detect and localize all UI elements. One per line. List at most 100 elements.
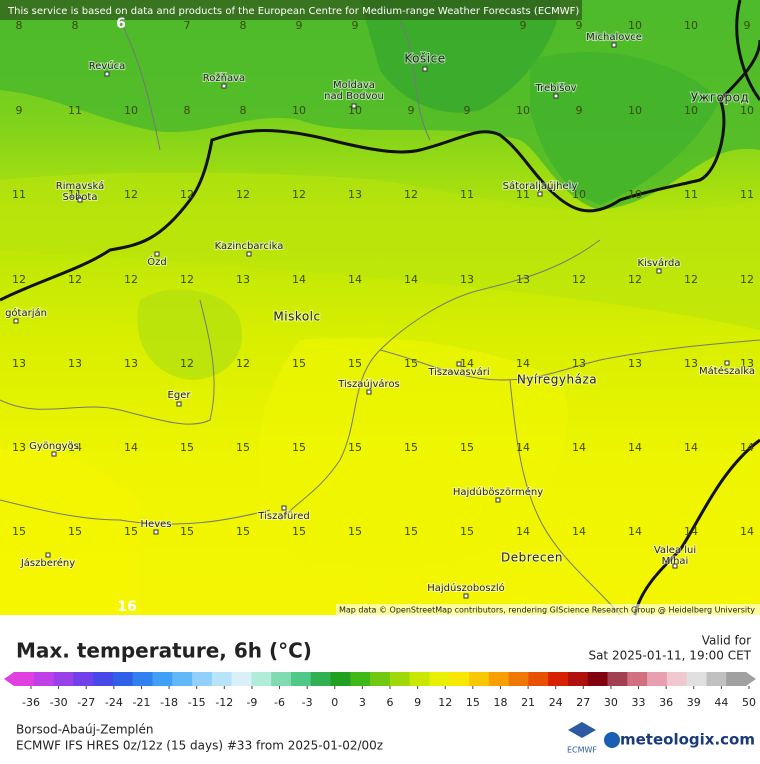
- temperature-value: 10: [628, 188, 642, 201]
- temperature-value: 9: [296, 19, 303, 32]
- city-dot: [104, 71, 110, 77]
- temperature-value: 10: [572, 188, 586, 201]
- city-label: Kazincbarcika: [215, 241, 284, 252]
- colorbar-segment: [251, 672, 272, 686]
- city-label: Miskolc: [273, 310, 320, 324]
- city-dot: [495, 497, 501, 503]
- temperature-value: 15: [68, 525, 82, 538]
- colorbar-tick-label: -6: [274, 696, 285, 709]
- city-dot: [154, 251, 160, 257]
- temperature-value: 13: [740, 357, 754, 370]
- temperature-value: 9: [408, 104, 415, 117]
- colorbar-segment: [330, 672, 351, 686]
- temperature-value: 10: [628, 19, 642, 32]
- temperature-value: 11: [12, 188, 26, 201]
- colorbar-tick-label: -12: [215, 696, 233, 709]
- temperature-value: 13: [12, 441, 26, 454]
- temperature-value: 13: [460, 273, 474, 286]
- temperature-value: 15: [292, 525, 306, 538]
- colorbar-segment: [290, 672, 312, 686]
- city-dot: [553, 93, 559, 99]
- colorbar-tick-label: 12: [438, 696, 452, 709]
- temperature-value: 12: [124, 188, 138, 201]
- temperature-value: 12: [740, 273, 754, 286]
- colorbar-tick-label: 39: [687, 696, 701, 709]
- colorbar-segment: [508, 672, 529, 686]
- temperature-value: 8: [72, 19, 79, 32]
- temperature-value: 15: [348, 525, 362, 538]
- temperature-value: 15: [292, 357, 306, 370]
- temperature-value: 12: [12, 273, 26, 286]
- city-label: Rimavská: [56, 180, 104, 192]
- temperature-value: 10: [516, 104, 530, 117]
- city-label: Ужгород: [691, 91, 750, 105]
- colorbar-segment: [409, 672, 430, 686]
- colorbar-tick-label: 24: [549, 696, 563, 709]
- temperature-value: 14: [516, 357, 530, 370]
- temperature-value: 12: [124, 273, 138, 286]
- city-label: Trebišov: [534, 82, 576, 94]
- temperature-value: 14: [68, 441, 82, 454]
- city-dot: [246, 251, 252, 257]
- legend-title: Max. temperature, 6h (°C): [16, 639, 312, 663]
- temperature-value: 9: [576, 19, 583, 32]
- colorbar-tick-label: 9: [414, 696, 421, 709]
- city-label: Košice: [404, 52, 445, 66]
- colorbar-tick-label: 0: [331, 696, 338, 709]
- city-label: gótarján: [5, 307, 47, 319]
- marker-label: 16: [117, 599, 136, 615]
- colorbar-segment: [112, 672, 134, 686]
- temperature-value: 14: [404, 273, 418, 286]
- city-dot: [153, 529, 159, 535]
- temperature-value: 15: [348, 357, 362, 370]
- temperature-value: 10: [740, 104, 754, 117]
- city-label: Heves: [141, 519, 172, 530]
- city-label: Jászberény: [20, 557, 75, 569]
- temperature-value: 9: [352, 19, 359, 32]
- temperature-value: 14: [348, 273, 362, 286]
- city-label: Mihai: [662, 556, 689, 567]
- colorbar-segment: [271, 672, 292, 686]
- city-label: Mátészalka: [699, 365, 755, 377]
- colorbar-segment: [607, 672, 628, 686]
- temperature-value: 14: [740, 525, 754, 538]
- temperature-value: 14: [572, 441, 586, 454]
- temperature-value: 15: [460, 441, 474, 454]
- colorbar-end: [746, 672, 756, 686]
- city-label: Kisvárda: [637, 257, 680, 269]
- colorbar-tick-label: 3: [359, 696, 366, 709]
- colorbar-tick-label: 18: [493, 696, 507, 709]
- colorbar-segment: [93, 672, 114, 686]
- temperature-value: 8: [16, 19, 23, 32]
- colorbar-segment: [686, 672, 707, 686]
- temperature-value: 12: [684, 273, 698, 286]
- colorbar-segment: [152, 672, 173, 686]
- city-label: Hajdúszoboszló: [427, 582, 505, 594]
- temperature-value: 13: [684, 357, 698, 370]
- colorbar-tick-label: -9: [246, 696, 257, 709]
- colorbar-segment: [587, 672, 609, 686]
- city-label: Eger: [168, 390, 192, 401]
- city-label: Nyíregyháza: [517, 373, 597, 387]
- city-label: Michalovce: [586, 32, 642, 43]
- colorbar-segment: [706, 672, 727, 686]
- temperature-value: 15: [236, 441, 250, 454]
- marker-label: 6: [116, 16, 126, 32]
- temperature-value: 12: [68, 273, 82, 286]
- colorbar-tick-label: -21: [132, 696, 150, 709]
- temperature-value: 14: [684, 441, 698, 454]
- map: 8 8 7 8 9 9 9 9 10 10 9 This service is based on d…: [0, 0, 760, 616]
- temperature-value: 12: [180, 357, 194, 370]
- temperature-value: 14: [684, 525, 698, 538]
- colorbar-tick-label: -30: [50, 696, 68, 709]
- valid-time: Sat 2025-01-11, 19:00 CET: [588, 649, 751, 663]
- temperature-value: 14: [460, 357, 474, 370]
- colorbar-tick-label: 27: [576, 696, 590, 709]
- temperature-value: 14: [628, 525, 642, 538]
- colorbar-tick-label: 33: [632, 696, 646, 709]
- temperature-value: 11: [516, 188, 530, 201]
- city-dot: [77, 197, 83, 203]
- temperature-value: 14: [124, 441, 138, 454]
- colorbar-segment: [350, 672, 371, 686]
